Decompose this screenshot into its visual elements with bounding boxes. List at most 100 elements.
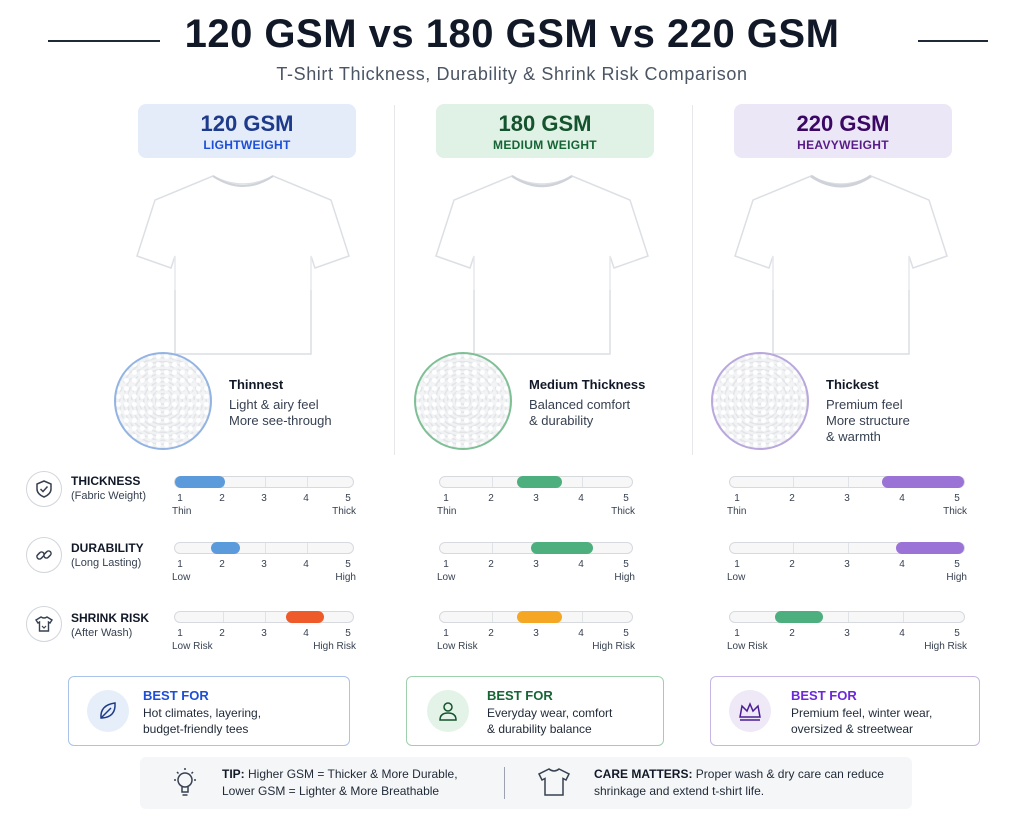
scale-number: 1 — [443, 493, 449, 504]
bar-fill — [286, 611, 324, 623]
tshirt-image — [734, 174, 948, 355]
person-icon — [427, 690, 469, 732]
scale-number: 3 — [261, 493, 267, 504]
metric-bar — [729, 611, 965, 623]
metric-label-durability: DURABILITY (Long Lasting) — [71, 541, 144, 571]
scale-high-label: High Risk — [592, 641, 635, 652]
best-for-card: BEST FOR Everyday wear, comfort & durabi… — [406, 676, 664, 746]
best-for-line: Everyday wear, comfort — [487, 706, 613, 720]
scale-ends: Low Risk High Risk — [437, 641, 635, 653]
scale-high-label: High — [946, 572, 967, 583]
bar-tick — [265, 477, 266, 487]
scale-high-label: High Risk — [313, 641, 356, 652]
scale-high-label: Thick — [943, 506, 967, 517]
scale-numbers: 1 2 3 4 5 — [439, 493, 633, 505]
scale-number: 2 — [789, 493, 795, 504]
scale-high-label: Thick — [332, 506, 356, 517]
fabric-title: Thickest — [826, 377, 879, 392]
scale-number: 5 — [954, 628, 960, 639]
scale-number: 3 — [261, 628, 267, 639]
scale-number: 4 — [899, 493, 905, 504]
scale-number: 1 — [734, 559, 740, 570]
care-line: Proper wash & dry care can reduce — [692, 767, 884, 781]
metric-sub: (Long Lasting) — [71, 557, 142, 569]
bar-tick — [582, 612, 583, 622]
tshirt-icon — [536, 766, 572, 803]
scale-numbers: 1 2 3 4 5 — [439, 559, 633, 571]
bar-fill — [530, 542, 593, 554]
scale-ends: Thin Thick — [437, 506, 635, 518]
best-for-text: Hot climates, layering, budget-friendly … — [143, 705, 261, 737]
bar-tick — [793, 477, 794, 487]
best-for-line: & durability balance — [487, 722, 592, 736]
badge-weight: LIGHTWEIGHT — [203, 138, 291, 152]
care-line: shrinkage and extend t-shirt life. — [594, 784, 765, 798]
column-divider — [692, 105, 693, 455]
bar-tick — [307, 477, 308, 487]
scale-number: 2 — [488, 628, 494, 639]
scale-number: 2 — [488, 559, 494, 570]
metric-name: THICKNESS — [71, 474, 141, 488]
scale-number: 4 — [899, 559, 905, 570]
scale-high-label: High — [335, 572, 356, 583]
scale-low-label: Low — [172, 572, 191, 583]
scale-number: 3 — [844, 559, 850, 570]
scale-number: 1 — [443, 628, 449, 639]
badge-gsm: 220 GSM — [796, 111, 890, 136]
scale-numbers: 1 2 3 4 5 — [729, 628, 965, 640]
scale-numbers: 1 2 3 4 5 — [174, 559, 354, 571]
scale-number: 3 — [533, 493, 539, 504]
bar-tick — [848, 612, 849, 622]
footer-separator — [504, 767, 505, 799]
badge-gsm: 180 GSM — [498, 111, 592, 136]
shield-icon — [26, 471, 62, 507]
scale-low-label: Low — [727, 572, 746, 583]
bar-tick — [903, 612, 904, 622]
scale-number: 1 — [443, 559, 449, 570]
scale-high-label: High — [614, 572, 635, 583]
care-label: CARE MATTERS: — [594, 767, 693, 781]
best-for-text: Premium feel, winter wear, oversized & s… — [791, 705, 932, 737]
bar-tick — [223, 612, 224, 622]
title-rule-right — [918, 40, 988, 42]
crown-icon — [729, 690, 771, 732]
bar-fill — [895, 542, 964, 554]
best-for-card: BEST FOR Premium feel, winter wear, over… — [710, 676, 980, 746]
scale-number: 4 — [899, 628, 905, 639]
bar-fill — [517, 476, 562, 488]
title-area: 120 GSM vs 180 GSM vs 220 GSM — [0, 12, 1024, 68]
scale-number: 2 — [488, 493, 494, 504]
metric-bar — [729, 476, 965, 488]
care-text: CARE MATTERS: Proper wash & dry care can… — [594, 766, 884, 800]
scale-ends: Low High — [437, 572, 635, 584]
bar-tick — [492, 477, 493, 487]
metric-bar — [174, 476, 354, 488]
scale-number: 1 — [177, 559, 183, 570]
scale-number: 5 — [623, 628, 629, 639]
scale-low-label: Low Risk — [172, 641, 213, 652]
metric-label-thickness: THICKNESS (Fabric Weight) — [71, 474, 146, 504]
scale-number: 3 — [844, 493, 850, 504]
badge-180: 180 GSM MEDIUM WEIGHT — [436, 104, 654, 158]
scale-numbers: 1 2 3 4 5 — [729, 493, 965, 505]
fabric-title: Thinnest — [229, 377, 284, 392]
scale-high-label: High Risk — [924, 641, 967, 652]
fabric-line: & durability — [529, 413, 594, 428]
fabric-description: Thickest Premium feel More structure & w… — [826, 377, 910, 445]
scale-number: 4 — [578, 628, 584, 639]
scale-number: 5 — [623, 559, 629, 570]
footer-panel: TIP: Higher GSM = Thicker & More Durable… — [140, 757, 912, 809]
metric-sub: (After Wash) — [71, 627, 133, 639]
bar-fill — [774, 611, 823, 623]
scale-number: 3 — [261, 559, 267, 570]
fabric-line: More structure — [826, 413, 910, 428]
best-for-text: Everyday wear, comfort & durability bala… — [487, 705, 612, 737]
bar-fill — [175, 476, 225, 488]
fabric-line: Light & airy feel — [229, 397, 319, 412]
scale-low-label: Thin — [437, 506, 457, 517]
badge-120: 120 GSM LIGHTWEIGHT — [138, 104, 356, 158]
scale-number: 2 — [219, 493, 225, 504]
scale-number: 2 — [789, 628, 795, 639]
tip-label: TIP: — [222, 767, 245, 781]
badge-gsm: 120 GSM — [200, 111, 294, 136]
